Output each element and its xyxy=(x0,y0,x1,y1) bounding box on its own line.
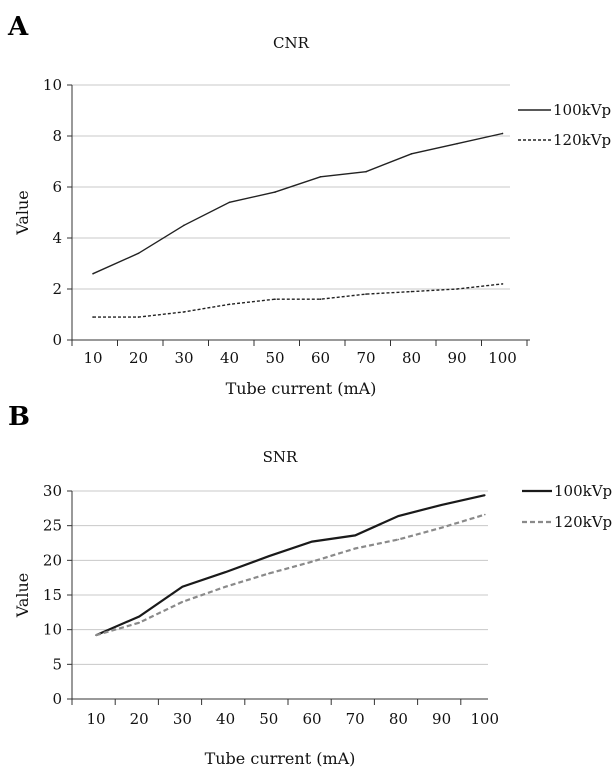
panel-a-legend-label-120kvp: 120kVp xyxy=(553,131,611,149)
panel-a-data-point xyxy=(92,316,94,318)
panel-b-data-point xyxy=(181,601,184,603)
panel-a-x-tick-label: 30 xyxy=(174,349,193,367)
panel-b-x-tick-label: 70 xyxy=(346,710,365,728)
panel-b-data-point xyxy=(268,572,270,575)
panel-a-x-tick-label: 80 xyxy=(402,349,421,367)
panel-b-legend-label-120kvp: 120kVp xyxy=(554,513,612,531)
panel-b-data-point xyxy=(484,494,486,496)
panel-b-data-point xyxy=(354,534,357,537)
panel-b-series-line-100kvp xyxy=(95,494,486,637)
panel-a-data-point xyxy=(228,303,231,306)
panel-a-x-axis-label: Tube current (mA) xyxy=(226,379,377,398)
panel-b-data-point xyxy=(138,621,140,624)
panel-a-data-point xyxy=(274,191,276,193)
panel-a-x-tick-label: 50 xyxy=(265,349,284,367)
panel-b-y-tick-label: 15 xyxy=(43,586,62,604)
panel-a-x-tick-label: 60 xyxy=(311,349,330,367)
panel-a-y-tick-label: 2 xyxy=(52,280,62,298)
panel-b-chart-title: SNR xyxy=(263,448,298,466)
panel-a-series-line-120kvp xyxy=(93,283,503,318)
panel-a-data-point xyxy=(456,142,458,145)
panel-b-y-axis-label: Value xyxy=(13,573,32,619)
panel-a-data-point xyxy=(410,290,413,293)
panel-b-data-point xyxy=(484,513,486,516)
panel-a-data-point xyxy=(410,153,413,155)
panel-b-data-point xyxy=(138,615,140,618)
panel-a-legend-label-100kvp: 100kVp xyxy=(553,101,611,119)
panel-b-y-tick-label: 30 xyxy=(43,482,62,500)
panel-a-data-point xyxy=(183,224,185,227)
panel-b-x-tick-label: 60 xyxy=(302,710,321,728)
panel-a-x-tick-label: 100 xyxy=(488,349,517,367)
panel-a-data-point xyxy=(319,176,322,178)
panel-b-data-point xyxy=(440,526,443,529)
panel-a-y-tick-label: 0 xyxy=(52,331,62,349)
panel-b-data-point xyxy=(397,515,400,517)
panel-b-data-point xyxy=(397,538,400,541)
panel-a-series-line-100kvp xyxy=(92,132,503,275)
panel-b-data-point xyxy=(311,560,313,563)
panel-b-letter: B xyxy=(8,402,30,432)
panel-a-letter: A xyxy=(7,12,29,42)
panel-a-x-tick-label: 10 xyxy=(83,349,102,367)
panel-b-data-point xyxy=(181,585,184,588)
panel-a-x-tick-label: 70 xyxy=(356,349,375,367)
panel-b-x-axis-label: Tube current (mA) xyxy=(205,749,356,768)
panel-a-data-point xyxy=(137,316,140,318)
panel-b-data-point xyxy=(354,547,357,550)
panel-a-data-point xyxy=(228,201,231,204)
panel-a-data-point xyxy=(319,298,322,301)
panel-b-series-line-120kvp xyxy=(95,513,486,637)
panel-a-y-tick-label: 4 xyxy=(52,229,62,247)
panel-a-x-tick-label: 20 xyxy=(129,349,148,367)
panel-a-data-point xyxy=(92,272,94,275)
panel-a-data-point xyxy=(137,252,140,255)
panel-b-y-tick-label: 0 xyxy=(52,690,62,708)
panel-a-chart-title: CNR xyxy=(273,34,310,52)
panel-b-data-point xyxy=(440,504,443,506)
panel-b-data-point xyxy=(95,634,97,637)
panel-a-data-point xyxy=(365,170,367,173)
panel-a-y-tick-label: 8 xyxy=(52,127,62,145)
panel-b-x-tick-label: 90 xyxy=(432,710,451,728)
panel-a-x-tick-label: 90 xyxy=(447,349,466,367)
panel-a-data-point xyxy=(365,293,367,295)
panel-b-data-point xyxy=(311,540,313,543)
panel-a-x-tick-label: 40 xyxy=(220,349,239,367)
panel-b-y-tick-label: 10 xyxy=(43,621,62,639)
panel-a-data-point xyxy=(183,311,185,313)
panel-b-x-tick-label: 30 xyxy=(173,710,192,728)
panel-a-y-tick-label: 10 xyxy=(43,76,62,94)
panel-a-data-point xyxy=(456,288,458,290)
panel-b-y-tick-label: 25 xyxy=(43,517,62,535)
panel-b-data-point xyxy=(268,555,270,557)
panel-b-data-point xyxy=(224,571,227,573)
panel-b-x-tick-label: 10 xyxy=(86,710,105,728)
panel-a-data-point xyxy=(274,298,276,301)
panel-a-y-axis-label: Value xyxy=(13,190,32,236)
panel-a-data-point xyxy=(501,283,504,285)
panel-a-data-point xyxy=(501,132,504,135)
panel-b-x-tick-label: 80 xyxy=(389,710,408,728)
panel-b-legend-label-100kvp: 100kVp xyxy=(554,482,612,500)
panel-a-y-tick-label: 6 xyxy=(52,178,62,196)
panel-b-y-tick-label: 5 xyxy=(52,655,62,673)
panel-b-data-point xyxy=(224,585,227,588)
panel-b-y-tick-label: 20 xyxy=(43,551,62,569)
panel-b-x-tick-label: 40 xyxy=(216,710,235,728)
panel-b-x-tick-label: 100 xyxy=(470,710,499,728)
panel-b-x-tick-label: 20 xyxy=(130,710,149,728)
panel-b-x-tick-label: 50 xyxy=(259,710,278,728)
